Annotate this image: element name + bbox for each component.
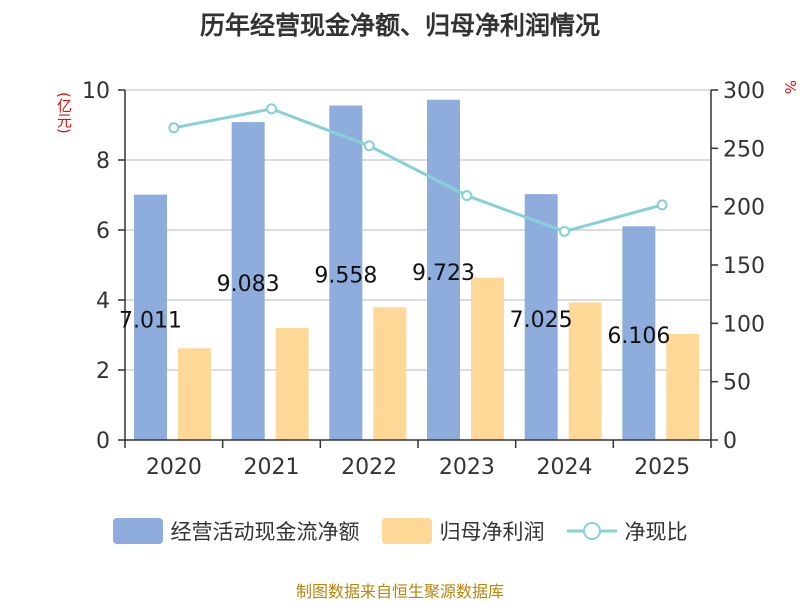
data-source: 制图数据来自恒生聚源数据库	[295, 582, 504, 601]
point-ratio-2022	[363, 140, 375, 152]
left-axis-tick-label: 2	[96, 359, 110, 384]
legend-swatch-operating-cash	[112, 518, 163, 544]
right-axis-unit: %	[781, 80, 799, 95]
data-label-operating-cash-2024: 7.025	[510, 308, 573, 333]
left-axis-tick-label: 6	[96, 219, 110, 244]
right-axis-tick-label: 200	[723, 196, 765, 221]
legend-item-net-profit[interactable]: 归母净利润	[381, 516, 545, 546]
point-ratio-2021	[266, 103, 277, 115]
bar-net-profit-2021	[275, 328, 309, 440]
bar-operating-cash-2023	[427, 99, 460, 440]
legend-item-operating-cash[interactable]: 经营活动现金流净额	[112, 516, 360, 546]
legend-label-net-profit: 归母净利润	[439, 520, 545, 544]
x-axis-tick-label: 2025	[634, 455, 690, 480]
left-axis-tick-label: 0	[96, 429, 110, 454]
legend: 经营活动现金流净额 归母净利润 净现比	[0, 516, 800, 546]
legend-item-ratio[interactable]: 净现比	[566, 516, 688, 546]
right-axis-tick-label: 100	[723, 312, 765, 337]
left-axis-tick-label: 10	[82, 79, 110, 104]
bar-net-profit-2025	[666, 333, 700, 440]
bar-operating-cash-2021	[231, 122, 265, 440]
bar-net-profit-2020	[178, 348, 211, 440]
x-axis-tick-label: 2023	[439, 455, 495, 480]
point-ratio-2024	[559, 225, 570, 237]
line-ratio	[173, 107, 663, 233]
left-axis-unit: (亿元)	[55, 92, 73, 134]
right-axis-tick-label: 300	[723, 79, 765, 104]
right-axis-tick-label: 250	[723, 137, 765, 162]
chart-title: 历年经营现金净额、归母净利润情况	[199, 11, 600, 40]
data-label-operating-cash-2022: 9.558	[314, 264, 377, 289]
legend-label-operating-cash: 经营活动现金流净额	[170, 520, 360, 544]
x-axis-tick-label: 2022	[341, 455, 397, 480]
legend-swatch-net-profit	[381, 518, 432, 544]
data-label-operating-cash-2020: 7.011	[119, 308, 182, 333]
bar-operating-cash-2025	[622, 226, 656, 440]
point-ratio-2025	[656, 199, 668, 211]
legend-label-ratio: 净现比	[624, 520, 688, 544]
x-axis-tick-label: 2021	[244, 455, 300, 480]
data-label-operating-cash-2021: 9.083	[217, 272, 280, 297]
point-ratio-2023	[461, 190, 473, 202]
legend-line-marker-icon	[566, 522, 617, 540]
x-axis-tick-label: 2024	[537, 455, 593, 480]
left-axis-tick-label: 8	[96, 149, 110, 174]
point-ratio-2020	[168, 122, 180, 134]
bar-net-profit-2022	[373, 307, 407, 440]
data-label-operating-cash-2025: 6.106	[607, 324, 670, 349]
bar-net-profit-2024	[568, 302, 602, 440]
bar-operating-cash-2022	[329, 105, 363, 440]
right-axis-tick-label: 150	[723, 254, 765, 279]
bar-operating-cash-2020	[134, 194, 167, 440]
x-axis-tick-label: 2020	[146, 455, 202, 480]
left-axis-tick-label: 4	[96, 289, 110, 314]
data-label-operating-cash-2023: 9.723	[412, 261, 475, 286]
bar-net-profit-2023	[471, 277, 504, 440]
right-axis-tick-label: 0	[723, 429, 737, 454]
bar-operating-cash-2024	[524, 194, 558, 440]
right-axis-tick-label: 50	[723, 371, 751, 396]
